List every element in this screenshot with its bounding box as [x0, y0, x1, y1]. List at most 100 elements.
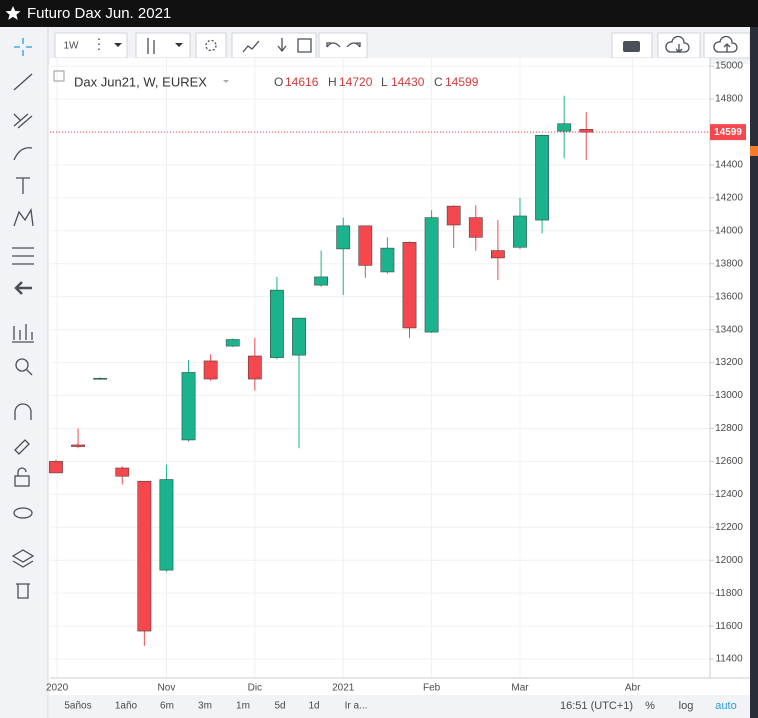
- sidebar-tools[interactable]: [11, 38, 35, 599]
- title-bar: [0, 0, 758, 27]
- candle-body: [203, 360, 218, 380]
- candle-body: [446, 205, 461, 226]
- y-tick-label: 13600: [715, 291, 743, 302]
- window-title: Futuro Dax Jun. 2021: [27, 5, 171, 22]
- last-price-box: [710, 124, 746, 141]
- candle-body: [380, 247, 395, 273]
- candle-body: [513, 215, 527, 248]
- x-tick-label: Mar: [511, 683, 529, 694]
- candle-body: [270, 289, 284, 358]
- log-toggle[interactable]: log: [679, 700, 694, 712]
- range-button[interactable]: 3m: [198, 701, 212, 712]
- y-tick-label: 13400: [715, 324, 743, 335]
- candle-body: [159, 479, 174, 571]
- y-tick-label: 12400: [715, 489, 743, 500]
- close-key: C: [434, 75, 443, 89]
- candle-body: [535, 135, 549, 221]
- percent-toggle[interactable]: %: [645, 700, 655, 712]
- x-tick-label: 2020: [46, 683, 69, 694]
- auto-toggle[interactable]: auto: [715, 700, 736, 712]
- right-panel-edge: [750, 27, 758, 718]
- y-tick-label: 12800: [715, 423, 743, 434]
- y-tick-label: 13800: [715, 258, 743, 269]
- low-key: L: [381, 75, 388, 89]
- range-button[interactable]: 1d: [308, 701, 319, 712]
- candle-body: [424, 217, 439, 333]
- settings-button[interactable]: [195, 32, 227, 59]
- x-tick-label: 2021: [332, 683, 355, 694]
- cloud-down-icon: [665, 35, 690, 53]
- y-tick-label: 13200: [715, 357, 743, 368]
- range-button[interactable]: 1año: [115, 701, 138, 712]
- x-tick-label: Nov: [158, 683, 176, 694]
- range-button[interactable]: 1m: [236, 701, 250, 712]
- y-tick-label: 14800: [715, 94, 743, 105]
- chart-type-button[interactable]: [135, 32, 191, 59]
- candle-body: [557, 123, 572, 132]
- star-icon[interactable]: [5, 6, 21, 20]
- y-tick-label: 15000: [715, 61, 743, 72]
- low-value: 14430: [391, 75, 425, 89]
- candle-body: [93, 377, 108, 380]
- undo-icon: [326, 42, 341, 48]
- open-value: 14616: [285, 75, 319, 89]
- candle-body: [115, 467, 130, 477]
- camera-icon: [623, 41, 640, 52]
- symbol-label: Dax Jun21, W, EUREX: [74, 74, 207, 89]
- x-tick-label: Feb: [423, 683, 441, 694]
- candle-body: [71, 444, 85, 447]
- candle-body: [579, 129, 594, 133]
- range-buttons: 5años 1año 6m 3m 1m 5d 1d Ir a...: [64, 701, 367, 712]
- open-key: O: [274, 75, 283, 89]
- dropdown-arrow[interactable]: [114, 43, 122, 47]
- y-tick-label: 11400: [715, 654, 743, 665]
- range-button[interactable]: 5años: [64, 701, 91, 712]
- range-button[interactable]: Ir a...: [345, 701, 368, 712]
- candle-body: [358, 225, 373, 266]
- toolbar-icons: [242, 38, 312, 53]
- high-value: 14720: [339, 75, 373, 89]
- redo-icon: [346, 42, 361, 48]
- y-tick-label: 11600: [715, 621, 743, 632]
- plot-area: [50, 58, 710, 678]
- dropdown-arrow[interactable]: [175, 43, 183, 47]
- y-tick-label: 12200: [715, 522, 743, 533]
- clock: 16:51 (UTC+1): [560, 700, 633, 712]
- interval-label: 1W: [64, 41, 80, 52]
- y-tick-label: 11800: [715, 588, 743, 599]
- candle-body: [402, 242, 417, 329]
- candle-body: [247, 355, 262, 380]
- last-price-label: 14599: [714, 127, 742, 138]
- candle-body: [292, 317, 306, 356]
- y-tick-label: 12600: [715, 456, 743, 467]
- x-tick-label: Dic: [248, 683, 262, 694]
- collapse-box[interactable]: [53, 70, 65, 82]
- high-key: H: [328, 75, 337, 89]
- candle-icon: [147, 38, 155, 54]
- bottom-bar: [49, 695, 750, 718]
- candles: [49, 95, 710, 646]
- x-tick-label: Abr: [625, 683, 641, 694]
- right-panel-marker: [750, 146, 758, 156]
- menu-dots[interactable]: ⋮: [92, 36, 106, 52]
- close-value: 14599: [445, 75, 479, 89]
- candle-body: [181, 372, 196, 441]
- symbol-dropdown[interactable]: [223, 80, 229, 83]
- candle-body: [468, 217, 483, 238]
- indicator-buttons[interactable]: [231, 32, 317, 59]
- candle-body: [49, 461, 63, 474]
- candle-body: [314, 276, 328, 286]
- range-button[interactable]: 5d: [274, 701, 285, 712]
- cloud-up-icon: [713, 35, 738, 53]
- y-tick-label: 12000: [715, 555, 743, 566]
- sidebar: [0, 27, 48, 718]
- range-button[interactable]: 6m: [160, 701, 174, 712]
- candle-body: [336, 225, 351, 250]
- y-tick-label: 13000: [715, 390, 743, 401]
- candle-body: [491, 250, 505, 259]
- grid: [50, 58, 710, 678]
- candle-body: [225, 339, 240, 347]
- candle-body: [137, 480, 152, 632]
